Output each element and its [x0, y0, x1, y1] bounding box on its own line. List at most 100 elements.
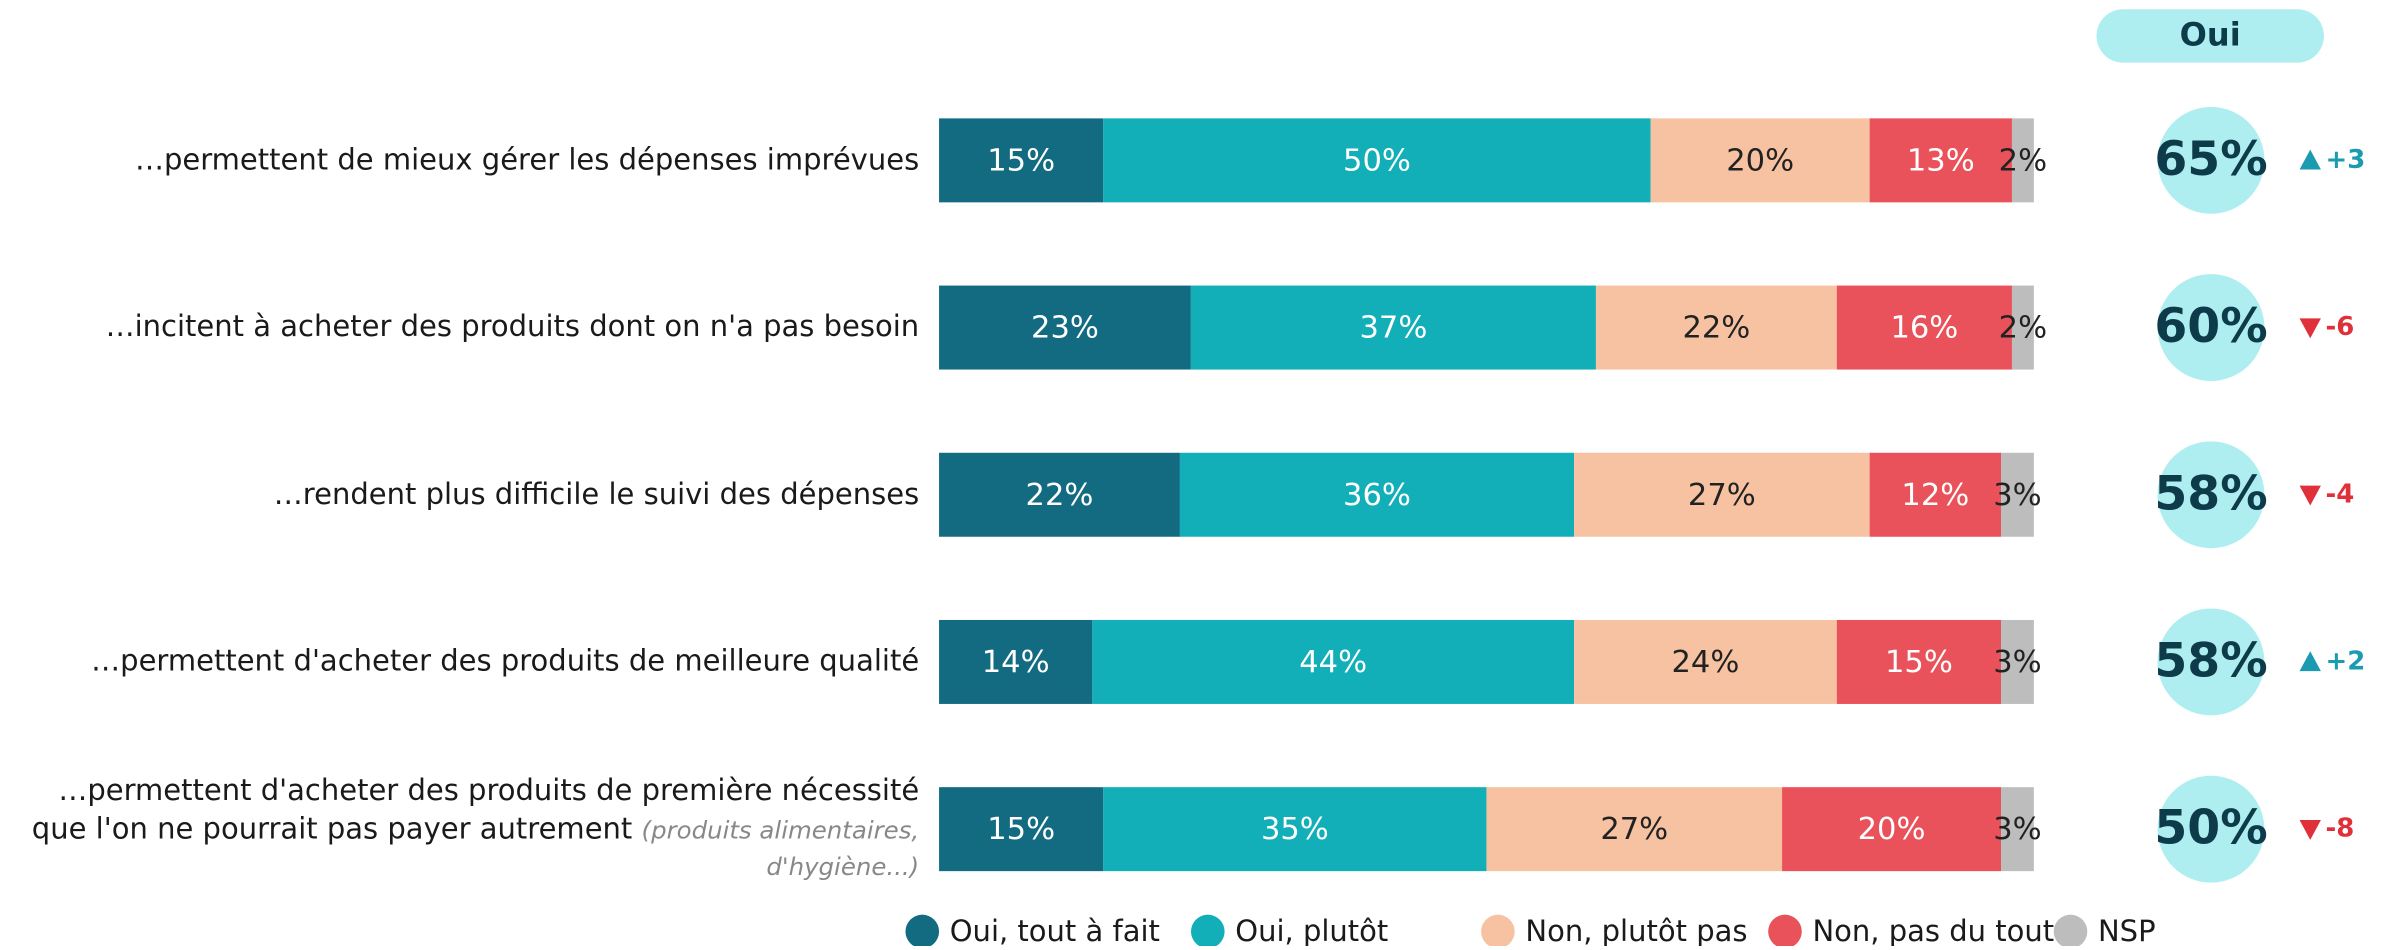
total-label: 60% — [2154, 299, 2267, 354]
value-label: 20% — [1726, 143, 1794, 178]
bar-segment — [1486, 787, 1783, 872]
value-label: 22% — [1682, 311, 1750, 346]
value-label: 44% — [1299, 645, 1367, 680]
change-arrow — [2299, 149, 2321, 170]
legend-label: Oui, plutôt — [1235, 914, 1388, 946]
category-text: …permettent d'acheter des produits de pr… — [0, 773, 919, 886]
bar-segment — [2011, 285, 2034, 370]
legend-swatch — [1191, 914, 1225, 949]
value-label: 23% — [1031, 311, 1099, 346]
category-text: …incitent à acheter des produits dont on… — [106, 309, 920, 347]
bar-segment — [1782, 787, 2002, 872]
total-circle — [2157, 274, 2265, 382]
change-label: -4 — [2326, 479, 2355, 509]
category-name: …rendent plus difficile le suivi des dép… — [273, 477, 920, 512]
legend-label: NSP — [2098, 914, 2156, 946]
bar-segment — [939, 787, 1104, 872]
value-label: 22% — [1026, 478, 1094, 513]
value-label: 3% — [1993, 812, 2041, 847]
legend-label: Non, plutôt pas — [1525, 914, 1747, 946]
value-label: 37% — [1359, 311, 1427, 346]
value-label: 20% — [1858, 812, 1926, 847]
category-label: …incitent à acheter des produits dont on… — [0, 259, 920, 396]
total-label: 65% — [2154, 132, 2267, 187]
bar-segment — [1869, 452, 2002, 537]
category-label: …permettent d'acheter des produits de me… — [0, 593, 919, 730]
category-label-box: …rendent plus difficile le suivi des dép… — [0, 426, 919, 563]
value-label: 2% — [1999, 311, 2047, 346]
bar-segment — [2001, 452, 2034, 537]
value-label: 15% — [987, 812, 1055, 847]
category-text: …rendent plus difficile le suivi des dép… — [274, 476, 919, 514]
bar-segment — [1595, 285, 1837, 370]
total-circle — [2157, 608, 2265, 716]
bar-segment — [1836, 285, 2012, 370]
category-label: …permettent d'acheter des produits de pr… — [0, 760, 919, 897]
bar-segment — [939, 285, 1191, 370]
totals-title: Oui — [2180, 16, 2241, 54]
value-label: 50% — [1343, 143, 1411, 178]
bar-segment — [2001, 787, 2034, 872]
value-label: 16% — [1890, 311, 1958, 346]
total-circle — [2157, 775, 2265, 883]
bar-segment — [1190, 285, 1596, 370]
legend-swatch — [905, 914, 940, 949]
category-label-box: …permettent d'acheter des produits de pr… — [0, 760, 919, 897]
category-label-box: …permettent d'acheter des produits de me… — [0, 593, 919, 730]
legend-swatch — [2053, 914, 2088, 949]
bar-segment — [1650, 118, 1870, 203]
change-arrow — [2299, 485, 2321, 506]
value-label: 2% — [1999, 143, 2047, 178]
bar-segment — [1103, 118, 1651, 203]
change-label: -8 — [2326, 814, 2355, 844]
legend-swatch — [1768, 914, 1802, 949]
category-text: …permettent de mieux gérer les dépenses … — [135, 142, 919, 180]
total-circle — [2157, 106, 2265, 214]
category-label-box: …permettent de mieux gérer les dépenses … — [0, 92, 919, 229]
bar-segment — [2011, 118, 2034, 203]
bar-segment — [939, 118, 1104, 203]
bar-segment — [1179, 452, 1575, 537]
bar-segment — [1574, 452, 1870, 537]
change-label: +3 — [2326, 145, 2366, 175]
category-label: …rendent plus difficile le suivi des dép… — [0, 426, 919, 563]
bar-segment — [939, 619, 1093, 704]
total-label: 58% — [2154, 633, 2267, 688]
value-label: 27% — [1600, 812, 1668, 847]
bar-segment — [1574, 619, 1837, 704]
category-text: …permettent d'acheter des produits de me… — [91, 643, 919, 681]
value-label: 14% — [982, 645, 1050, 680]
value-label: 3% — [1993, 645, 2041, 680]
category-name: …permettent de mieux gérer les dépenses … — [134, 143, 920, 177]
category-name: …incitent à acheter des produits dont on… — [105, 310, 920, 344]
value-label: 12% — [1901, 478, 1969, 513]
total-label: 58% — [2154, 466, 2267, 521]
value-label: 13% — [1907, 143, 1975, 178]
category-note: (produits alimentaires, d'hygiène...) — [641, 814, 920, 882]
change-arrow — [2299, 651, 2321, 672]
totals-header-pill — [2096, 9, 2324, 63]
change-arrow — [2299, 819, 2321, 840]
bar-segment — [1836, 619, 2002, 704]
legend-label: Non, pas du tout — [1812, 914, 2054, 946]
bar-segment — [939, 452, 1180, 537]
total-circle — [2157, 441, 2265, 549]
category-label-box: …incitent à acheter des produits dont on… — [0, 259, 920, 396]
bar-segment — [1103, 787, 1487, 872]
legend-label: Oui, tout à fait — [950, 914, 1160, 946]
bar-segment — [1869, 118, 2012, 203]
bar-segment — [2001, 619, 2034, 704]
category-label: …permettent de mieux gérer les dépenses … — [0, 92, 919, 229]
change-label: -6 — [2326, 312, 2355, 342]
bar-segment — [1092, 619, 1575, 704]
value-label: 24% — [1672, 645, 1740, 680]
value-label: 27% — [1688, 478, 1756, 513]
value-label: 3% — [1993, 478, 2041, 513]
value-label: 36% — [1343, 478, 1411, 513]
legend-swatch — [1481, 914, 1515, 949]
value-label: 35% — [1261, 812, 1329, 847]
value-label: 15% — [1885, 645, 1953, 680]
change-label: +2 — [2326, 646, 2366, 676]
